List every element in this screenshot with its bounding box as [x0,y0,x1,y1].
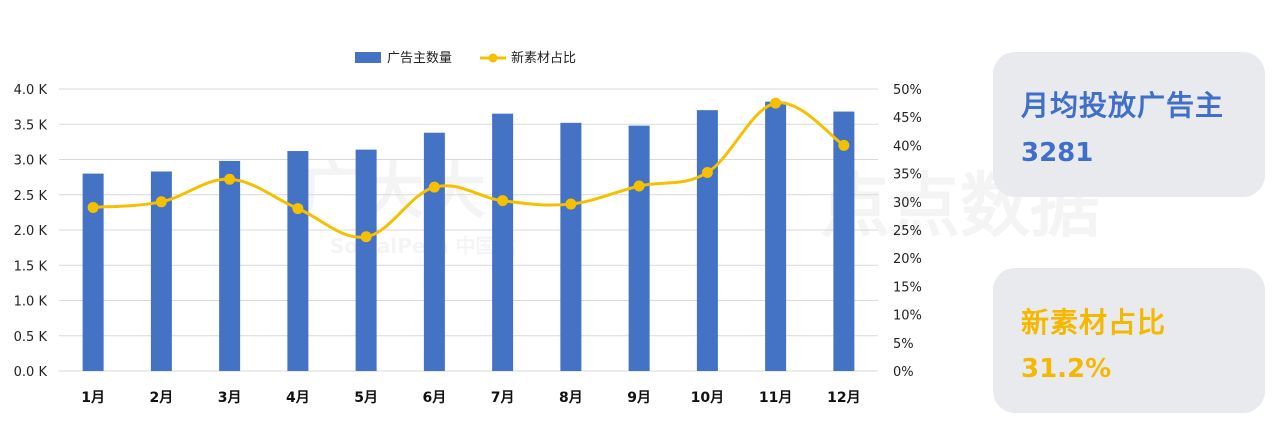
y-left-tick-label: 1.0 K [14,295,48,310]
y-right-tick-label: 45% [893,111,922,126]
x-tick-label: 6月 [423,390,447,406]
bar [150,171,172,371]
x-tick-label: 1月 [81,390,105,406]
line-point [770,97,782,109]
y-left-tick-label: 1.5 K [14,259,48,274]
line-point [292,203,304,215]
line-point [497,195,509,207]
line-series [93,101,845,239]
line-point [360,231,372,243]
x-tick-label: 2月 [150,390,174,406]
bar [287,151,309,371]
y-left-tick-label: 0.0 K [14,365,48,380]
line-point [565,198,577,210]
y-right-tick-label: 20% [893,252,922,267]
card-value: 3281 [1021,138,1094,168]
bar [833,111,855,371]
bar [82,173,104,371]
x-tick-label: 7月 [491,390,515,406]
bar [560,122,582,371]
x-tick-label: 8月 [559,390,583,406]
combo-chart: 0.0 K 0.5 K 1.0 K 1.5 K 2.0 K 2.5 K 3.0 K 3.5 K… [14,50,922,406]
bar [355,149,377,371]
y-right-tick-label: 25% [893,224,922,239]
watermark-left: 广大大 [300,140,486,230]
legend-marker-line [488,53,498,63]
y-left-tick-label: 2.5 K [14,189,48,204]
y-right-tick-label: 35% [893,168,922,183]
y-right-tick-label: 10% [893,309,922,324]
line-point [428,181,440,193]
card-new-creative-ratio: 新素材占比 31.2% [993,268,1265,413]
line-point [838,139,850,151]
y-right-tick-label: 50% [893,83,922,98]
line-point [87,201,99,213]
y-right-tick-label: 0% [893,365,914,380]
x-tick-label: 12月 [827,390,860,406]
x-tick-label: 3月 [218,390,242,406]
bar [423,132,445,371]
line-point [155,196,167,208]
card-value: 31.2% [1021,354,1112,384]
x-tick-label: 5月 [354,390,378,406]
line-point [633,180,645,192]
card-title: 新素材占比 [1021,306,1167,339]
bar [765,101,787,371]
y-right-tick-label: 15% [893,280,922,295]
x-tick-label: 10月 [691,390,724,406]
x-tick-label: 4月 [286,390,310,406]
legend-label-line: 新素材占比 [511,50,576,66]
y-left-tick-label: 3.5 K [14,118,48,133]
line-point [701,166,713,178]
y-left-tick-label: 0.5 K [14,330,48,345]
card-monthly-advertisers: 月均投放广告主 3281 [993,52,1265,197]
bar [696,110,718,372]
bar [628,125,650,371]
x-tick-label: 11月 [759,390,792,406]
bar [219,160,241,371]
y-right-tick-label: 30% [893,196,922,211]
y-right-tick-label: 5% [893,337,914,352]
line-point [224,173,236,185]
card-title: 月均投放广告主 [1021,89,1225,122]
x-tick-label: 9月 [627,390,651,406]
bar [492,113,514,372]
y-right-tick-label: 40% [893,139,922,154]
legend-swatch-bar [355,52,381,63]
y-left-tick-label: 4.0 K [14,83,48,98]
y-left-tick-label: 3.0 K [14,154,48,169]
y-left-tick-label: 2.0 K [14,224,48,239]
legend-label-bar: 广告主数量 [387,51,452,66]
